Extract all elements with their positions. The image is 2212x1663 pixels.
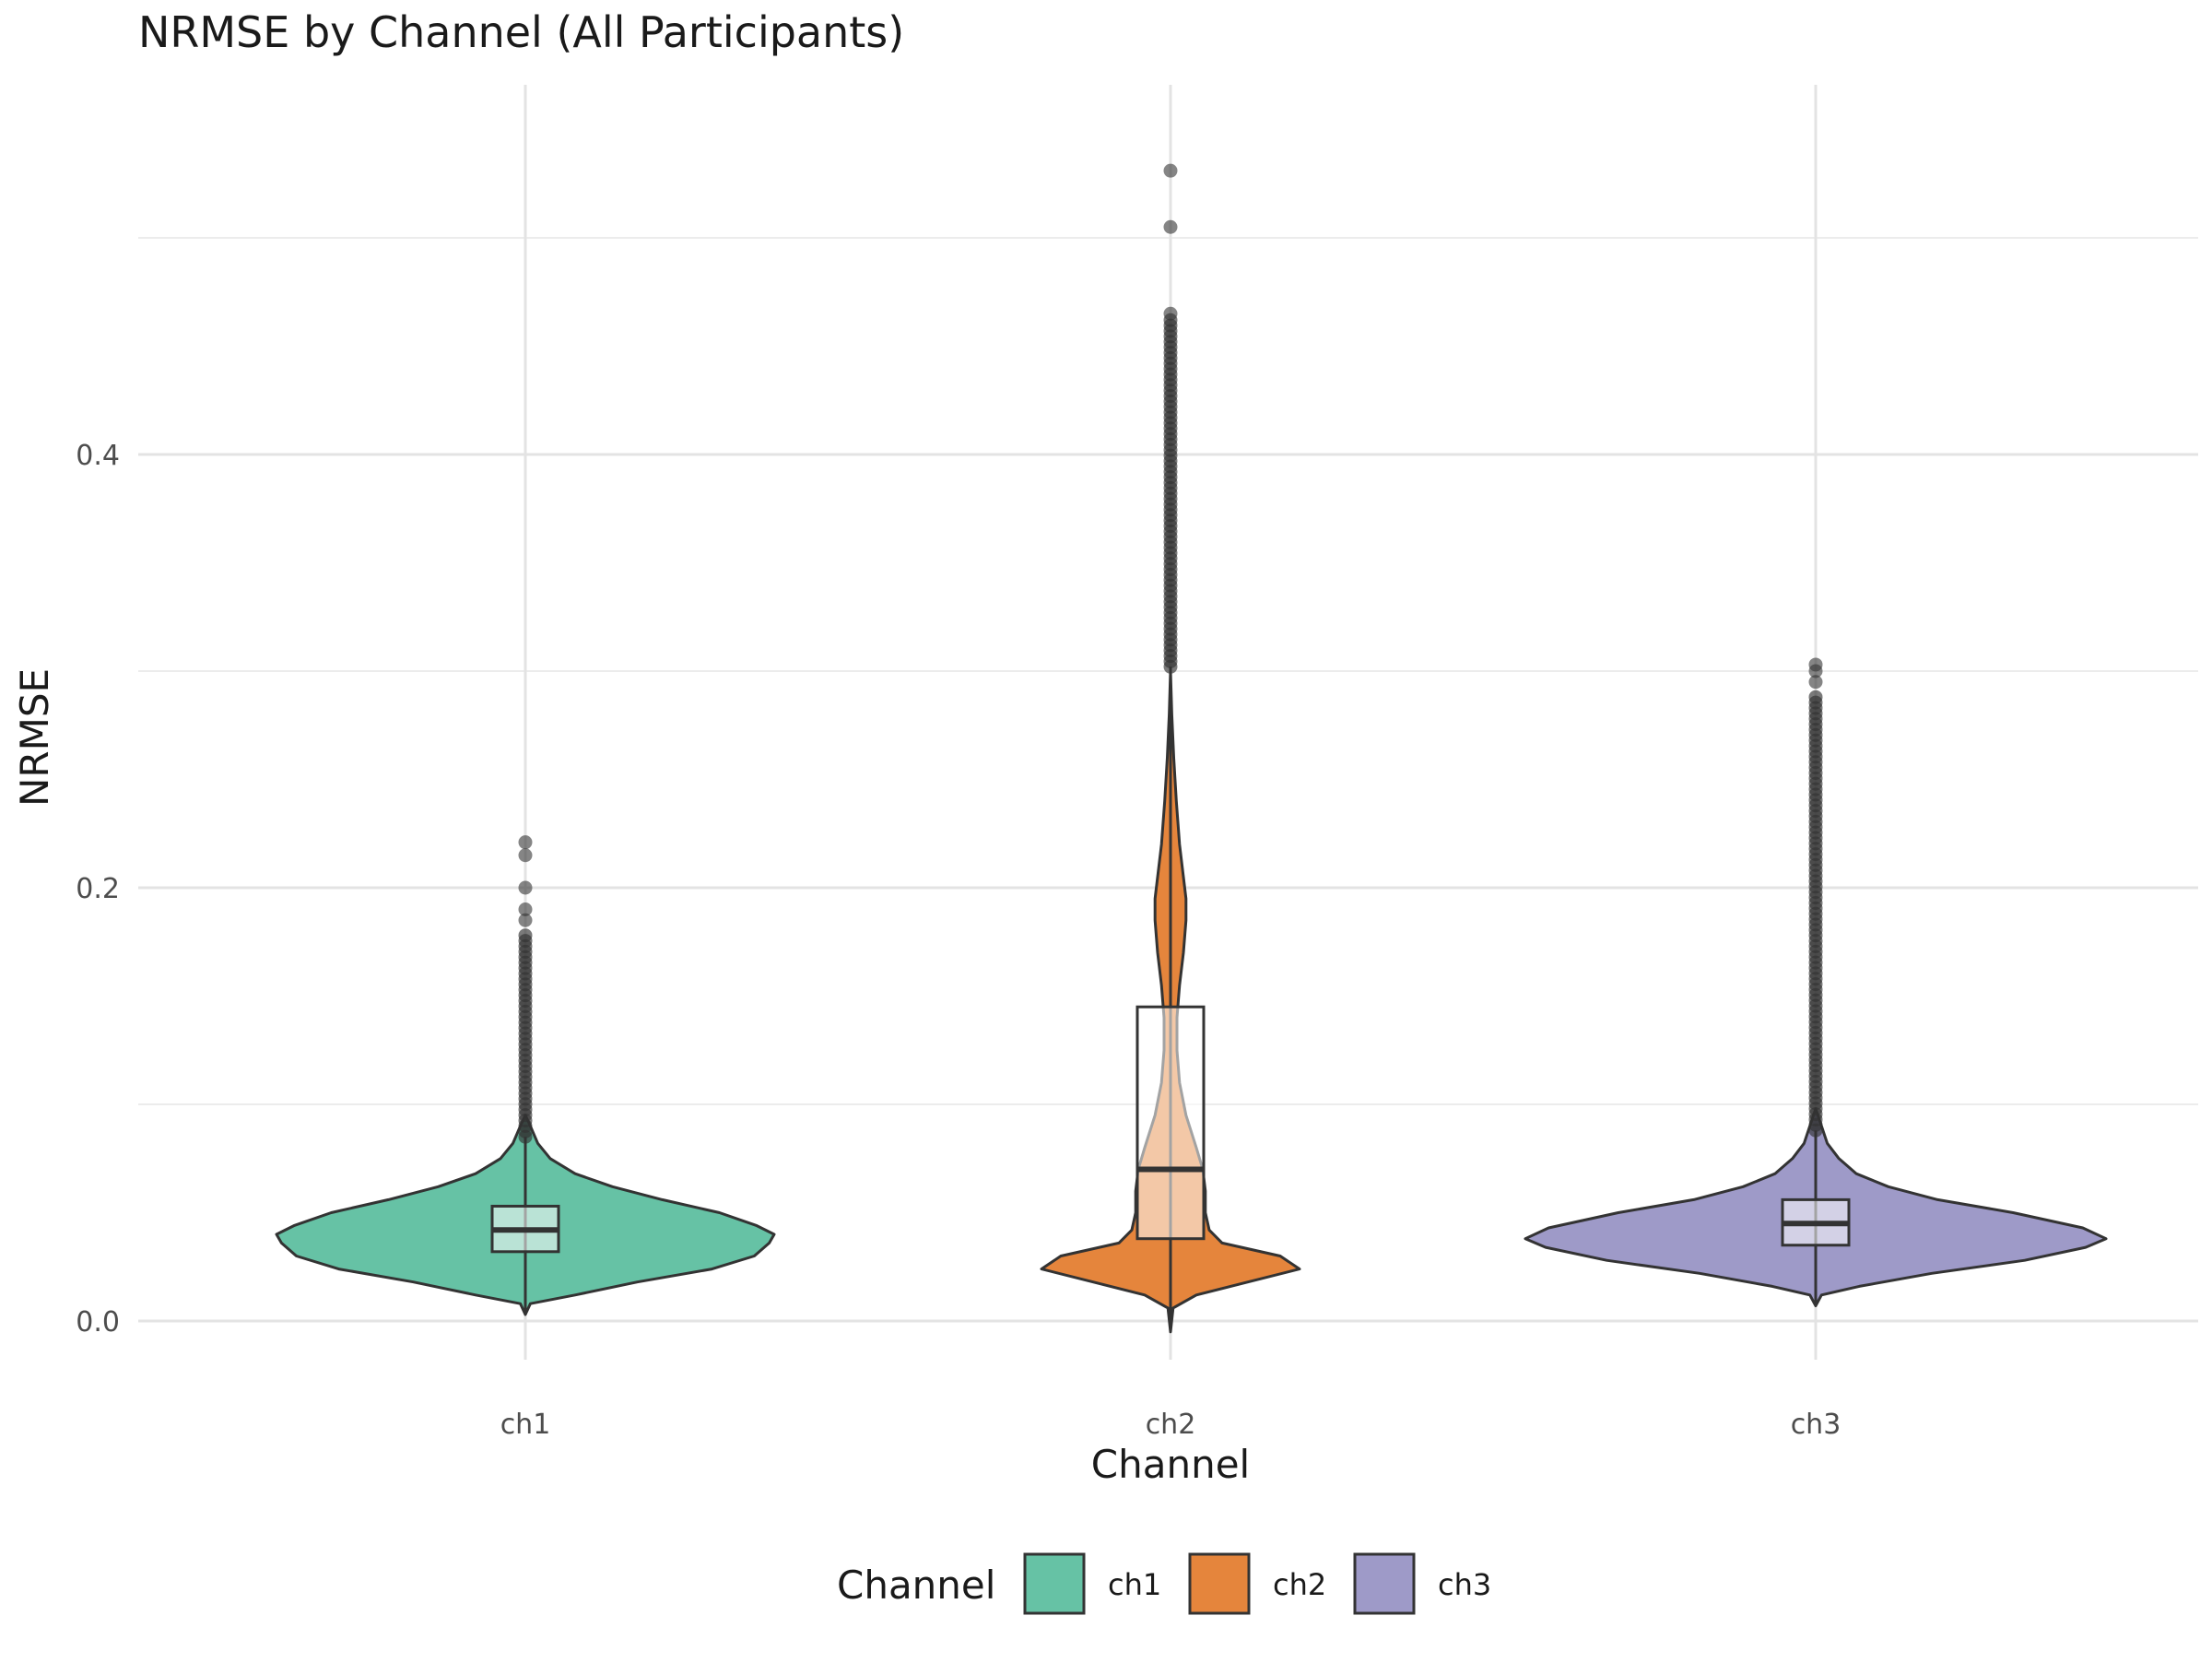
- outlier-point-ch1: [518, 835, 533, 850]
- x-tick-label: ch2: [1146, 1409, 1196, 1441]
- x-axis-label: Channel: [1091, 1442, 1250, 1487]
- outlier-point-ch1: [518, 848, 533, 863]
- y-axis-label: NRMSE: [12, 668, 57, 807]
- outlier-point-ch3: [1808, 657, 1823, 672]
- y-tick-label: 0.4: [76, 440, 120, 472]
- outlier-point-ch2: [1163, 219, 1178, 234]
- legend-key-ch3: [1353, 1552, 1416, 1615]
- outlier-point-ch3: [1808, 690, 1823, 704]
- legend-key-ch1: [1023, 1552, 1086, 1615]
- legend-label-ch1: ch1: [1108, 1567, 1161, 1602]
- x-tick-label: ch3: [1791, 1409, 1841, 1441]
- y-tick-label: 0.2: [76, 873, 120, 905]
- legend-label-ch3: ch3: [1438, 1567, 1491, 1602]
- box-ch2: [1135, 1005, 1206, 1241]
- outlier-point-ch2: [1163, 163, 1178, 178]
- outlier-point-ch1: [518, 913, 533, 927]
- outlier-point-ch1: [518, 928, 533, 943]
- chart-title: NRMSE by Channel (All Participants): [138, 7, 905, 57]
- legend-title: Channel: [837, 1563, 995, 1608]
- outlier-point-ch3: [1808, 675, 1823, 690]
- y-tick-label: 0.0: [76, 1306, 120, 1339]
- legend-label-ch2: ch2: [1273, 1567, 1326, 1602]
- outlier-point-ch1: [518, 902, 533, 916]
- x-tick-label: ch1: [500, 1409, 551, 1441]
- outlier-point-ch1: [518, 880, 533, 895]
- outlier-point-ch2: [1163, 306, 1178, 321]
- legend-key-ch2: [1188, 1552, 1251, 1615]
